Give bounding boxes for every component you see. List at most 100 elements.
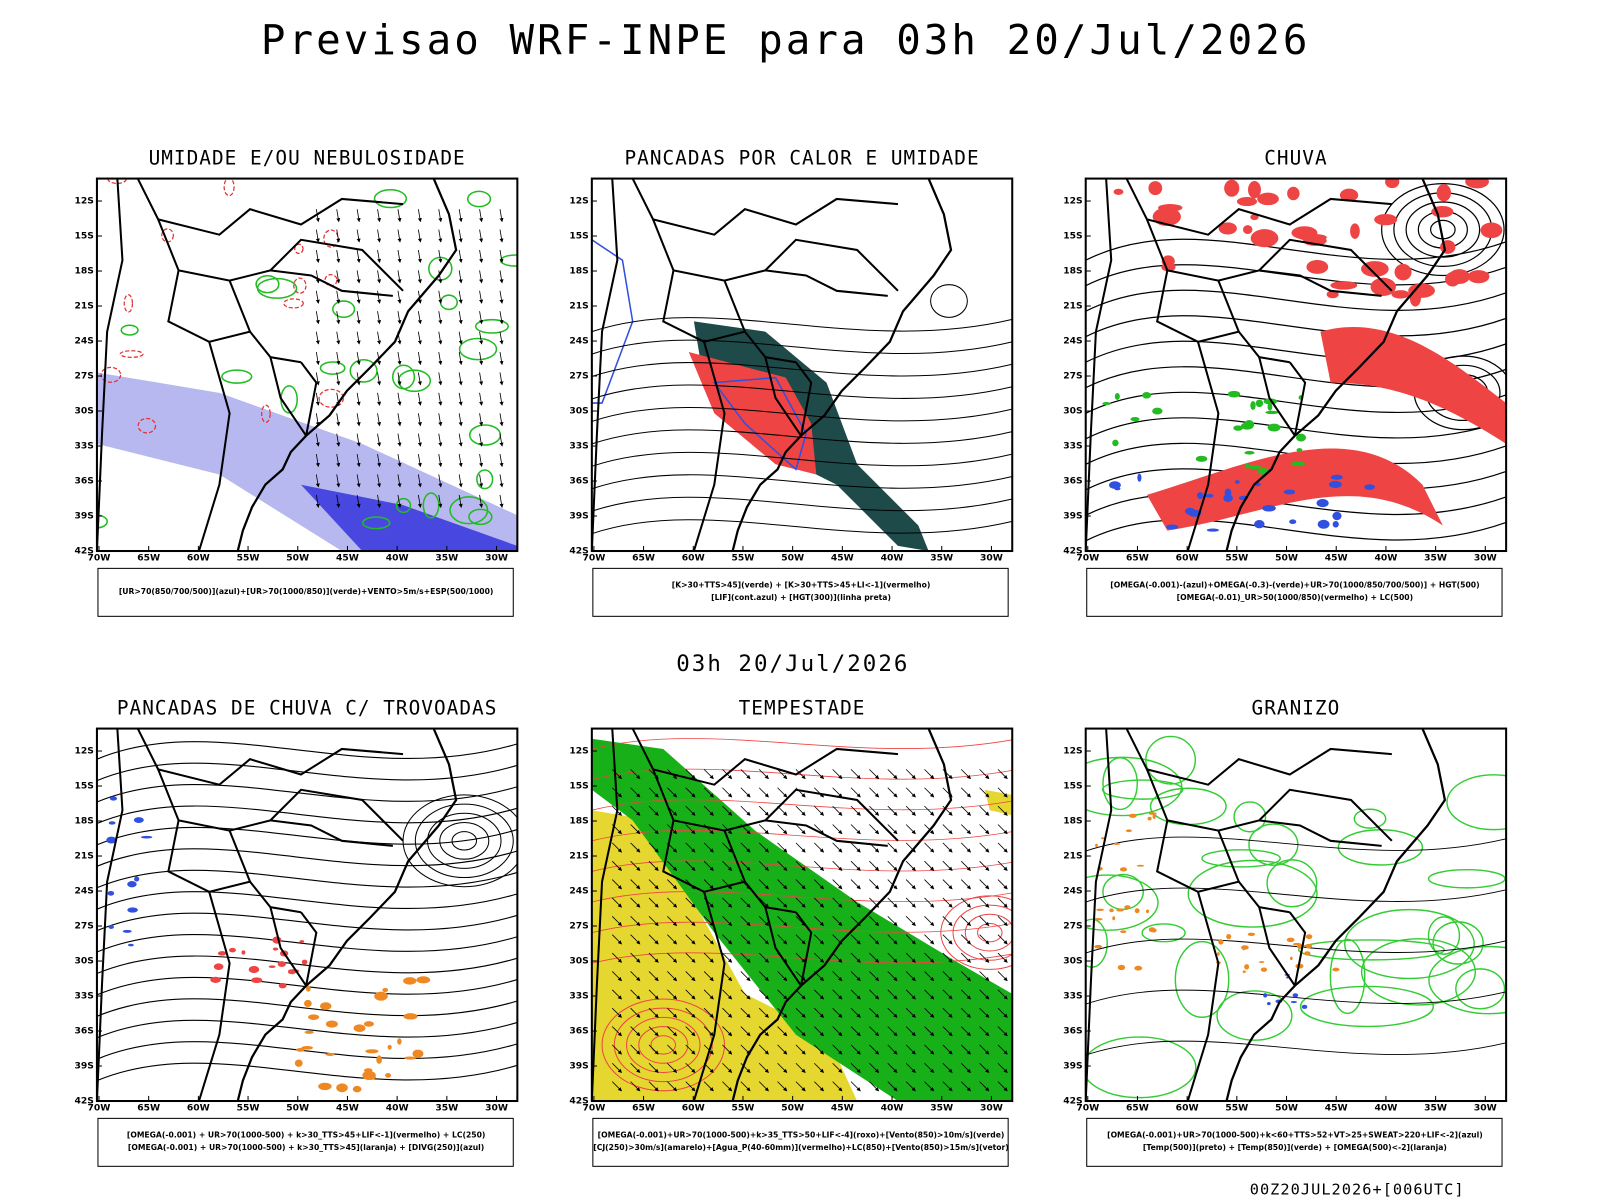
field-patch bbox=[1305, 943, 1313, 949]
streamline bbox=[96, 805, 518, 824]
contour bbox=[255, 275, 280, 294]
wind-vector bbox=[630, 824, 641, 835]
wind-vector bbox=[997, 1081, 1008, 1092]
wind-vector bbox=[960, 842, 971, 853]
field-patch bbox=[301, 959, 308, 965]
lat-label: 18S bbox=[75, 266, 94, 277]
wind-vector bbox=[703, 879, 714, 890]
wind-vector bbox=[924, 1007, 935, 1018]
wind-vector bbox=[960, 971, 971, 982]
field-patch bbox=[1248, 181, 1261, 199]
border bbox=[692, 891, 726, 1102]
wind-vector bbox=[758, 787, 769, 798]
wind-vector bbox=[648, 952, 659, 963]
wind-vector bbox=[685, 916, 696, 927]
lat-label: 39S bbox=[75, 1061, 94, 1072]
wind-vector bbox=[377, 392, 382, 406]
field-patch bbox=[1095, 843, 1098, 848]
wind-vector bbox=[458, 454, 463, 468]
wind-vector bbox=[356, 351, 361, 366]
wind-vector bbox=[685, 824, 696, 835]
wind-vector bbox=[479, 290, 484, 304]
humidity-band bbox=[96, 372, 518, 552]
contour bbox=[223, 178, 235, 197]
wind-vector bbox=[979, 971, 990, 982]
wind-vector bbox=[722, 787, 733, 798]
wind-vector bbox=[997, 842, 1008, 853]
lat-label: 30S bbox=[569, 406, 588, 417]
field-patch bbox=[1332, 521, 1339, 528]
legend-text: [OMEGA(-0.001)-(azul)+OMEGA(-0.3)-(verde… bbox=[1110, 581, 1479, 590]
field-patch bbox=[210, 976, 221, 983]
wind-vector bbox=[942, 1007, 953, 1018]
contour bbox=[626, 1016, 701, 1073]
field-patch bbox=[249, 967, 254, 972]
field-patch bbox=[134, 876, 140, 882]
field-patch bbox=[127, 881, 137, 888]
wind-vector bbox=[905, 989, 916, 1000]
map-area bbox=[96, 728, 518, 1102]
contour bbox=[1187, 859, 1318, 928]
field-patch bbox=[363, 1021, 374, 1027]
wind-vector bbox=[905, 934, 916, 945]
wind-vector bbox=[336, 372, 341, 386]
lon-label: 40W bbox=[1374, 1103, 1397, 1114]
wind-vector bbox=[417, 249, 422, 264]
field-patch bbox=[1291, 461, 1306, 467]
wind-vector bbox=[438, 494, 443, 508]
lon-label: 60W bbox=[1176, 1103, 1199, 1114]
wind-vector bbox=[887, 787, 898, 798]
wind-vector bbox=[813, 1081, 825, 1092]
wind-vector bbox=[850, 1044, 861, 1055]
wind-vector bbox=[887, 769, 898, 780]
wind-vector bbox=[869, 1026, 880, 1037]
wind-vector bbox=[758, 860, 769, 871]
wind-vector bbox=[813, 897, 825, 908]
wind-vector bbox=[850, 989, 861, 1000]
coastline bbox=[731, 728, 953, 1102]
wind-vector bbox=[667, 1007, 678, 1018]
field-patch bbox=[1445, 271, 1461, 287]
wind-vector bbox=[397, 494, 402, 508]
field-patch bbox=[229, 947, 236, 953]
coastline bbox=[236, 178, 458, 552]
wind-vector bbox=[905, 1007, 916, 1018]
field-patch bbox=[304, 999, 312, 1007]
wind-vector bbox=[905, 1026, 916, 1037]
wind-vector bbox=[648, 1044, 659, 1055]
field-patch bbox=[1223, 494, 1233, 502]
wind-vector bbox=[887, 916, 898, 927]
wind-vector bbox=[667, 879, 678, 890]
jet-area bbox=[984, 789, 1013, 816]
contour bbox=[601, 998, 725, 1092]
wind-vector bbox=[997, 1026, 1008, 1037]
wind-vector bbox=[924, 1044, 935, 1055]
wind-vector bbox=[795, 989, 806, 1000]
field-patch bbox=[1217, 952, 1220, 956]
field-patch bbox=[1330, 281, 1358, 290]
field-patch bbox=[1147, 816, 1152, 821]
wind-vector bbox=[942, 897, 953, 908]
wind-vector bbox=[630, 805, 641, 816]
streamline bbox=[1085, 289, 1507, 312]
wind-vector bbox=[997, 952, 1008, 963]
border bbox=[662, 820, 797, 914]
field-patch bbox=[403, 977, 417, 985]
wind-vector bbox=[667, 860, 678, 871]
contour bbox=[319, 361, 346, 375]
lon-label: 30W bbox=[485, 553, 508, 564]
wind-vector bbox=[438, 474, 443, 488]
wind-vector bbox=[997, 879, 1008, 890]
wind-vector bbox=[377, 372, 382, 386]
map-frame bbox=[590, 727, 1014, 1103]
wind-vector bbox=[417, 311, 422, 325]
streamline bbox=[96, 955, 518, 974]
contour bbox=[349, 358, 378, 383]
field-patch bbox=[1255, 399, 1264, 408]
wind-vector bbox=[479, 331, 484, 345]
wind-vector bbox=[417, 474, 422, 488]
wind-vector bbox=[630, 860, 641, 871]
wind-vector bbox=[438, 270, 443, 284]
wind-vector bbox=[479, 392, 484, 406]
wind-vector bbox=[458, 270, 463, 284]
